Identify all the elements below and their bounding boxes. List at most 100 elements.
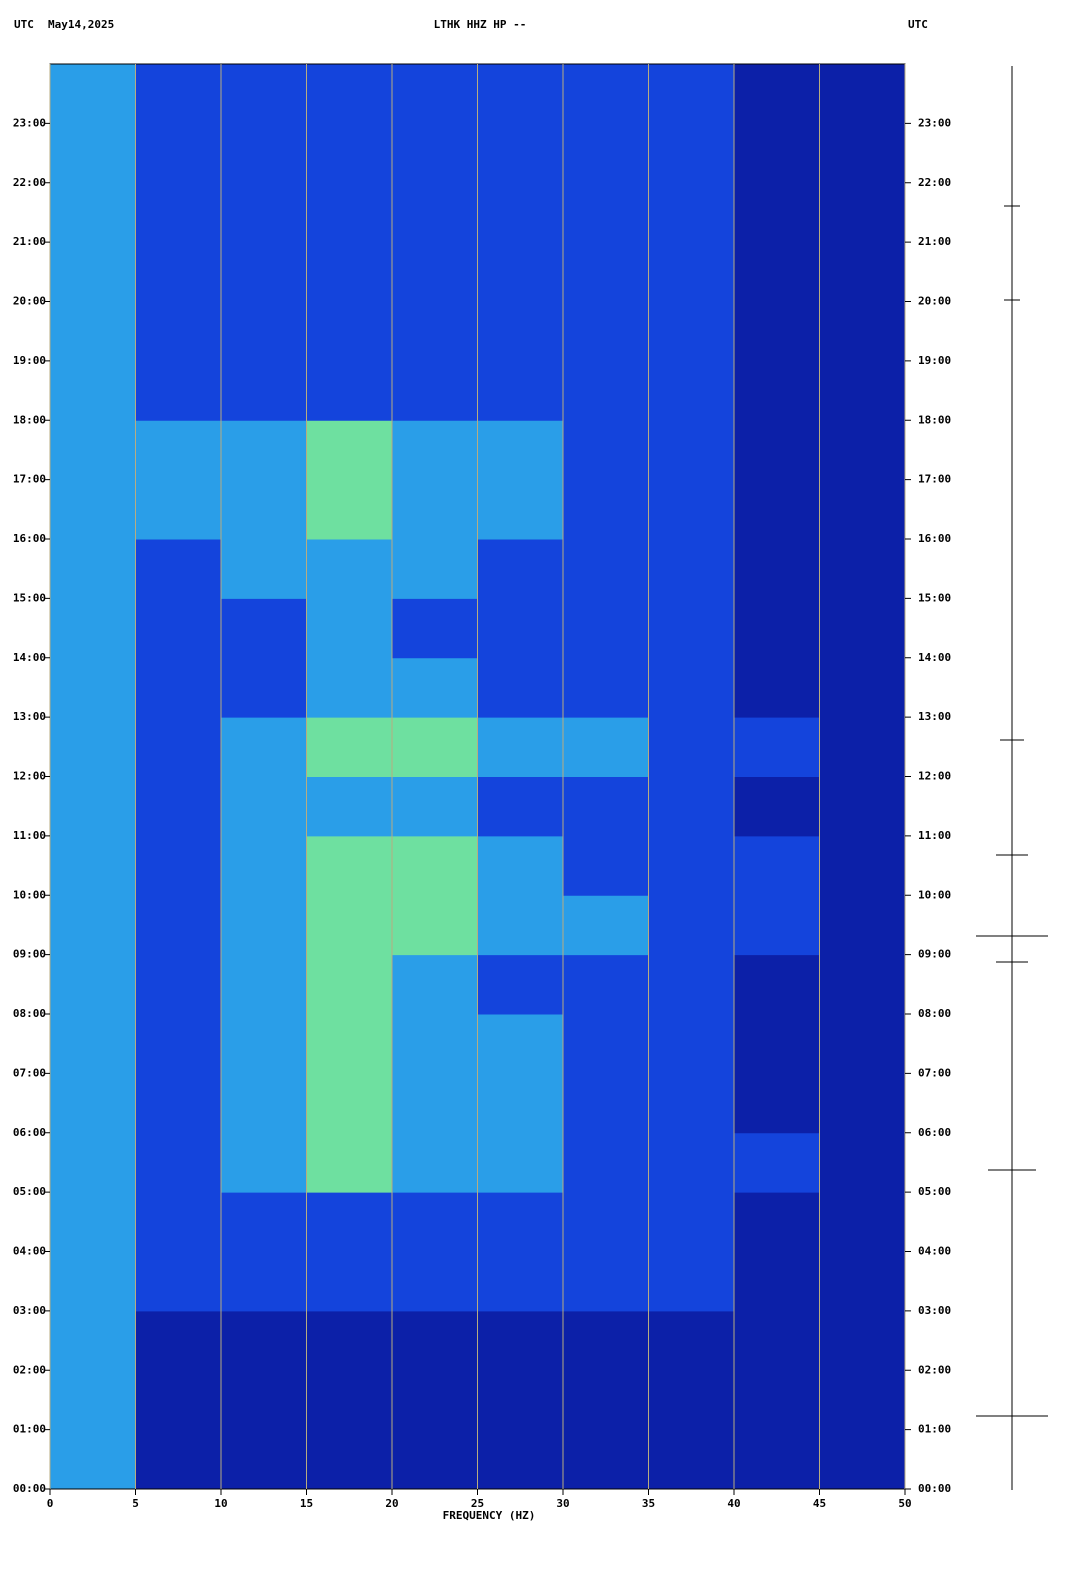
y-tick-label: 17:00 (13, 473, 46, 486)
heatmap-cell (819, 1370, 906, 1431)
x-tick-label: 25 (471, 1497, 484, 1510)
heatmap-cell (734, 360, 820, 421)
y-tick-label-right: 18:00 (918, 413, 951, 426)
heatmap-cell (477, 64, 564, 124)
heatmap-cell (392, 1014, 478, 1074)
heatmap-cell (135, 657, 222, 718)
heatmap-cell (563, 1429, 649, 1490)
heatmap-cell (648, 1370, 735, 1431)
heatmap-cell (392, 242, 478, 302)
heatmap-cell (135, 1310, 222, 1371)
chart-title: LTHK HHZ HP -- (434, 18, 527, 31)
heatmap-cell (648, 182, 735, 243)
heatmap-cell (221, 1073, 307, 1134)
heatmap-cell (477, 1014, 564, 1074)
heatmap-cell (306, 717, 393, 777)
heatmap-cell (50, 479, 136, 540)
heatmap-cell (50, 539, 136, 599)
heatmap-cell (477, 776, 564, 837)
y-tick-label-right: 14:00 (918, 651, 951, 664)
y-tick-label-right: 19:00 (918, 354, 951, 367)
heatmap-cell (392, 717, 478, 777)
heatmap-cell (306, 1429, 393, 1490)
heatmap-cell (135, 717, 222, 777)
heatmap-cell (221, 1370, 307, 1431)
heatmap-cell (477, 1132, 564, 1193)
heatmap-cell (50, 123, 136, 184)
heatmap-cell (306, 360, 393, 421)
heatmap-cell (50, 1310, 136, 1371)
x-axis-label: FREQUENCY (HZ) (443, 1509, 536, 1522)
y-tick-label-right: 20:00 (918, 295, 951, 308)
y-tick-label: 03:00 (13, 1304, 46, 1317)
heatmap-cell (50, 1251, 136, 1312)
heatmap-cell (50, 301, 136, 362)
heatmap-cell (563, 182, 649, 243)
x-tick-label: 40 (727, 1497, 740, 1510)
heatmap-cell (563, 1310, 649, 1371)
heatmap-cell (221, 182, 307, 243)
heatmap-cell (392, 301, 478, 362)
heatmap-cell (50, 657, 136, 718)
heatmap-cell (563, 301, 649, 362)
heatmap-cell (648, 657, 735, 718)
heatmap-cell (306, 1251, 393, 1312)
heatmap-cell (734, 420, 820, 481)
heatmap-cell (392, 1429, 478, 1490)
heatmap-cell (648, 1132, 735, 1193)
heatmap-cell (221, 835, 307, 896)
y-tick-label: 08:00 (13, 1007, 46, 1020)
heatmap-cell (306, 539, 393, 599)
heatmap-cell (50, 242, 136, 302)
heatmap-cell (306, 479, 393, 540)
heatmap-cell (392, 420, 478, 481)
y-tick-label: 21:00 (13, 235, 46, 248)
heatmap-cell (819, 717, 906, 777)
heatmap-cell (819, 1251, 906, 1312)
heatmap-cell (819, 1014, 906, 1074)
heatmap-cell (477, 123, 564, 184)
heatmap-cell (563, 1014, 649, 1074)
heatmap-cell (819, 360, 906, 421)
heatmap-cell (392, 657, 478, 718)
heatmap-cell (50, 895, 136, 956)
heatmap-cell (563, 1370, 649, 1431)
heatmap-cell (135, 360, 222, 421)
heatmap-cell (306, 123, 393, 184)
heatmap-cell (221, 1251, 307, 1312)
y-tick-label: 20:00 (13, 295, 46, 308)
y-tick-label-right: 10:00 (918, 888, 951, 901)
heatmap-cell (50, 776, 136, 837)
y-tick-label-right: 04:00 (918, 1245, 951, 1258)
heatmap-cell (648, 1014, 735, 1074)
heatmap-cell (477, 1310, 564, 1371)
heatmap-cell (648, 895, 735, 956)
heatmap-cell (563, 1073, 649, 1134)
heatmap-cell (221, 123, 307, 184)
y-tick-label: 01:00 (13, 1423, 46, 1436)
y-tick-label-right: 16:00 (918, 532, 951, 545)
heatmap-cell (563, 776, 649, 837)
heatmap-cell (306, 835, 393, 896)
heatmap-cell (50, 717, 136, 777)
heatmap-cell (734, 1251, 820, 1312)
heatmap-cell (648, 954, 735, 1015)
heatmap-cell (221, 717, 307, 777)
y-tick-label: 04:00 (13, 1245, 46, 1258)
heatmap-cell (477, 1192, 564, 1252)
heatmap-cell (306, 954, 393, 1015)
heatmap-cell (50, 182, 136, 243)
heatmap-cell (392, 598, 478, 659)
heatmap-cell (221, 360, 307, 421)
heatmap-cell (135, 1014, 222, 1074)
y-tick-label-right: 11:00 (918, 829, 951, 842)
heatmap-cell (135, 776, 222, 837)
heatmap-cell (563, 1132, 649, 1193)
heatmap-cell (734, 64, 820, 124)
heatmap-cell (221, 1014, 307, 1074)
heatmap-cell (135, 420, 222, 481)
y-tick-label: 06:00 (13, 1126, 46, 1139)
y-tick-label-right: 00:00 (918, 1482, 951, 1495)
heatmap-cell (221, 539, 307, 599)
